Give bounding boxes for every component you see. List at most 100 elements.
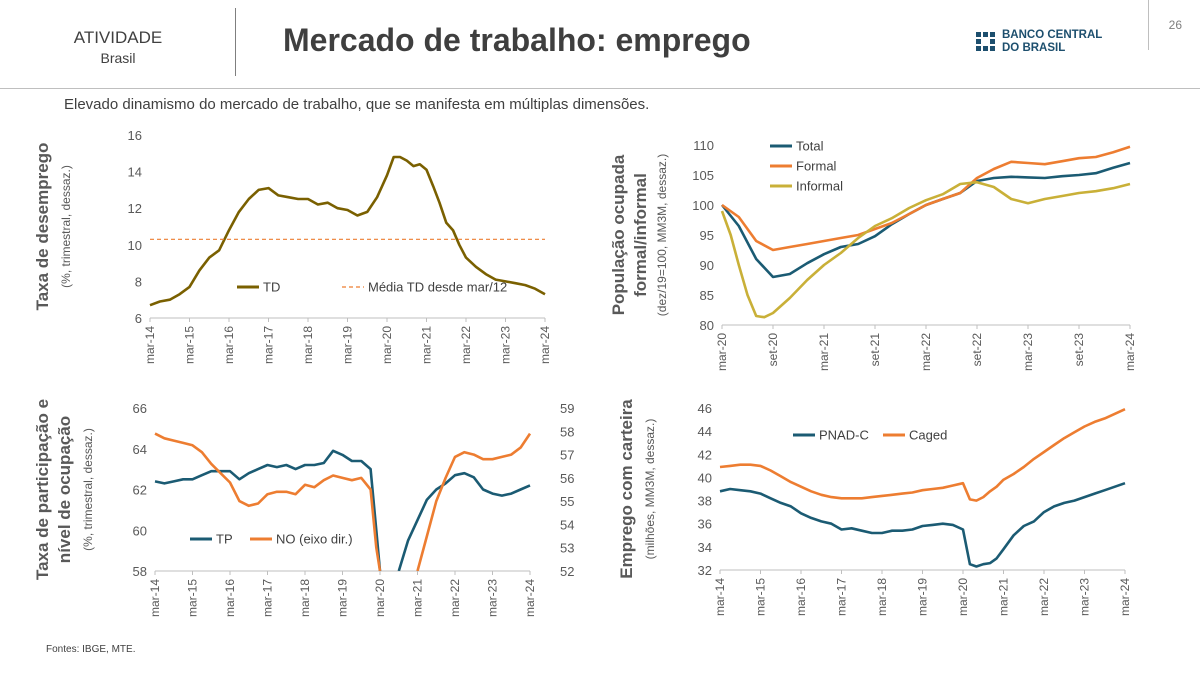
y-tick-label: 40 [698,470,712,485]
y-tick-label: 58 [133,564,147,579]
header-rule [0,88,1200,89]
legend-label: TP [216,532,233,547]
y-axis-title: Emprego com carteira [617,399,636,579]
x-tick-label: mar-16 [223,579,237,617]
y-tick-label: 90 [700,258,714,273]
y-tick-label: 12 [128,201,142,216]
x-tick-label: mar-16 [794,578,808,616]
legend-label: Informal [796,179,843,194]
legend-label: PNAD-C [819,428,869,443]
y-tick-label: 42 [698,447,712,462]
x-tick-label: set-22 [970,333,984,367]
x-tick-label: mar-14 [143,326,157,364]
x-tick-label: mar-21 [420,326,434,364]
y2-tick-label: 54 [560,517,574,532]
y-axis-subtitle: (dez/19=100, MM3M, dessaz.) [655,154,669,316]
x-tick-label: mar-17 [262,326,276,364]
legend-label: Formal [796,159,837,174]
x-tick-label: mar-20 [956,578,970,616]
y2-tick-label: 59 [560,401,574,416]
header-section-box: ATIVIDADE Brasil [0,0,236,78]
x-tick-label: mar-24 [1118,578,1132,616]
y-tick-label: 44 [698,424,712,439]
y-tick-label: 64 [133,442,147,457]
y-tick-label: 8 [135,274,142,289]
x-tick-label: mar-22 [1037,578,1051,616]
x-tick-label: mar-14 [148,579,162,617]
sources-note: Fontes: IBGE, MTE. [46,644,136,655]
series-line-no-cont [416,432,532,571]
y-axis-subtitle: (%, trimestral, dessaz.) [59,165,73,288]
y-tick-label: 85 [700,288,714,303]
x-tick-label: mar-16 [222,326,236,364]
y-tick-label: 62 [133,483,147,498]
x-tick-label: mar-22 [448,579,462,617]
bank-logo-icon [976,32,995,51]
series-line-tp-cont [397,471,531,571]
legend-label: Total [796,139,824,154]
x-tick-label: mar-15 [183,326,197,364]
section-label: ATIVIDADE [73,28,163,47]
x-tick-label: mar-17 [261,579,275,617]
x-tick-label: set-20 [766,333,780,367]
x-tick-label: mar-15 [186,579,200,617]
x-tick-label: mar-21 [411,579,425,617]
corner-fold-line [1148,0,1149,50]
legend-label: Caged [909,428,947,443]
chart-formal-employment: 32 34 36 38 40 42 44 46 mar-14 mar-15 mar-16 mar-17… [617,399,1132,616]
y-axis-title: Taxa de participação e [33,399,52,580]
chart-unemployment-rate: 6 8 10 12 14 16 mar-14 mar-15 mar-16 mar-17 mar-18… [33,128,552,364]
series-line-pnad-c [719,481,1126,568]
y-tick-label: 60 [133,523,147,538]
x-tick-label: mar-24 [538,326,552,364]
x-tick-label: mar-24 [523,579,537,617]
x-tick-label: mar-18 [298,579,312,617]
x-tick-label: mar-19 [916,578,930,616]
y-tick-label: 6 [135,311,142,326]
y2-tick-label: 55 [560,494,574,509]
y-tick-label: 34 [698,540,712,555]
x-tick-label: mar-23 [486,579,500,617]
y2-tick-label: 58 [560,424,574,439]
y-tick-label: 110 [693,138,714,153]
chart-participation-occupation: 58 60 62 64 66 52 53 54 55 56 57 58 59 mar-14 mar-15 ma… [33,399,574,617]
y-tick-label: 100 [692,198,714,213]
y2-tick-label: 56 [560,471,574,486]
x-tick-label: mar-19 [336,579,350,617]
x-tick-label: set-23 [1072,333,1086,367]
series-line-total [720,161,1131,279]
y-tick-label: 105 [692,168,714,183]
legend-label: Média TD desde mar/12 [368,280,507,295]
x-tick-label: mar-17 [835,578,849,616]
y-axis-subtitle: (milhões, MM3M, dessaz.) [643,419,657,560]
series-line-td [149,155,546,307]
x-tick-label: mar-21 [997,578,1011,616]
logo-text: BANCO CENTRAL DO BRASIL [1002,29,1102,55]
logo-line-1: BANCO CENTRAL [1002,29,1103,41]
y-tick-label: 32 [698,563,712,578]
x-tick-label: set-21 [868,333,882,367]
x-tick-label: mar-14 [713,578,727,616]
series-line-tp [154,449,382,571]
y-tick-label: 38 [698,494,712,509]
y-axis-title: Taxa de desemprego [33,143,52,311]
y-tick-label: 10 [128,238,142,253]
y-axis-title-line-2: formal/informal [631,173,650,297]
y-tick-label: 66 [133,401,147,416]
series-line-informal [720,180,1131,319]
y-tick-label: 36 [698,517,712,532]
series-line-no-eixo-dir [154,432,382,571]
legend-label: NO (eixo dir.) [276,532,353,547]
x-tick-label: mar-18 [875,578,889,616]
y2-tick-label: 52 [560,564,574,579]
y2-tick-label: 53 [560,541,574,556]
series-line-caged [719,408,1126,502]
x-tick-label: mar-18 [301,326,315,364]
page-title: Mercado de trabalho: emprego [283,22,751,58]
x-tick-label: mar-22 [919,333,933,371]
y-axis-title: População ocupada [610,154,628,315]
y2-tick-label: 57 [560,448,574,463]
y-axis-title-line-2: nível de ocupação [55,416,74,563]
x-tick-label: mar-24 [1123,333,1137,371]
